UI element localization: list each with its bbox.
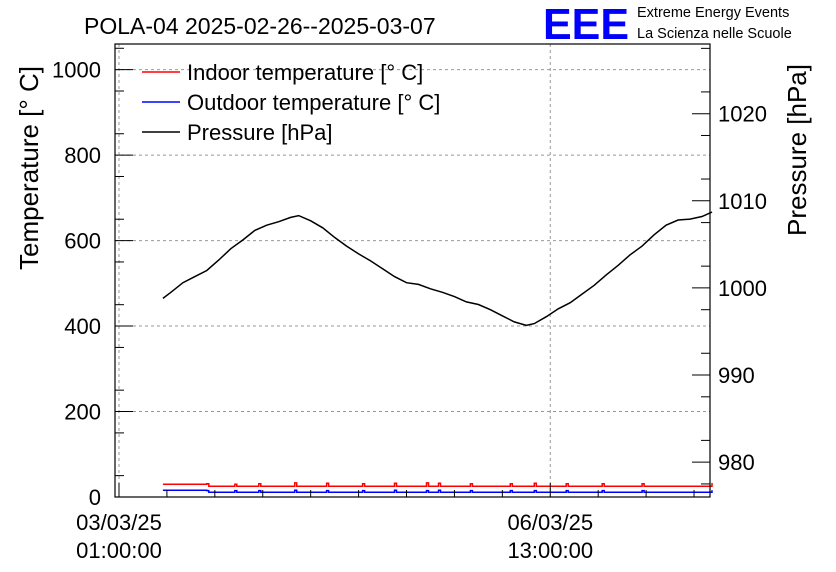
legend-label: Outdoor temperature [° C] xyxy=(187,90,440,115)
axes: 0 200 400 600 800 1000 980 990 1000 1010 1020 03/03… xyxy=(52,47,767,563)
y2-axis-label: Pressure [hPa] xyxy=(782,64,812,236)
legend-label: Indoor temperature [° C] xyxy=(187,60,423,85)
y-tick-label: 0 xyxy=(89,485,101,510)
x-tick-label-time: 13:00:00 xyxy=(507,538,593,563)
y-tick-label: 400 xyxy=(64,314,101,339)
eee-logo-text: EEE xyxy=(543,0,629,49)
plot-frame xyxy=(114,43,711,498)
series-line-2 xyxy=(162,211,713,327)
x-tick-label-date: 03/03/25 xyxy=(76,510,162,535)
chart-title: POLA-04 2025-02-26--2025-03-07 xyxy=(84,13,436,39)
series-lines xyxy=(162,211,713,494)
eee-logo-line2: La Scienza nelle Scuole xyxy=(637,26,792,42)
y-tick-label: 200 xyxy=(64,400,101,425)
x-tick-label-time: 01:00:00 xyxy=(76,538,162,563)
y2-tick-label: 1000 xyxy=(718,276,767,301)
y-tick-label: 800 xyxy=(64,143,101,168)
y2-tick-label: 1010 xyxy=(718,189,767,214)
eee-logo-line1: Extreme Energy Events xyxy=(637,5,789,21)
legend: Indoor temperature [° C] Outdoor temperat… xyxy=(142,60,440,145)
x-tick-label-date: 06/03/25 xyxy=(507,510,593,535)
series-line-1 xyxy=(162,489,713,494)
eee-logo: EEE Extreme Energy Events La Scienza nel… xyxy=(543,0,792,49)
y2-tick-label: 980 xyxy=(718,450,755,475)
series-line-0 xyxy=(162,482,713,488)
y2-tick-label: 990 xyxy=(718,363,755,388)
legend-label: Pressure [hPa] xyxy=(187,120,333,145)
y-tick-label: 600 xyxy=(64,229,101,254)
y2-tick-label: 1020 xyxy=(718,102,767,127)
y-axis-label: Temperature [° C] xyxy=(14,66,44,270)
y-tick-label: 1000 xyxy=(52,58,101,83)
